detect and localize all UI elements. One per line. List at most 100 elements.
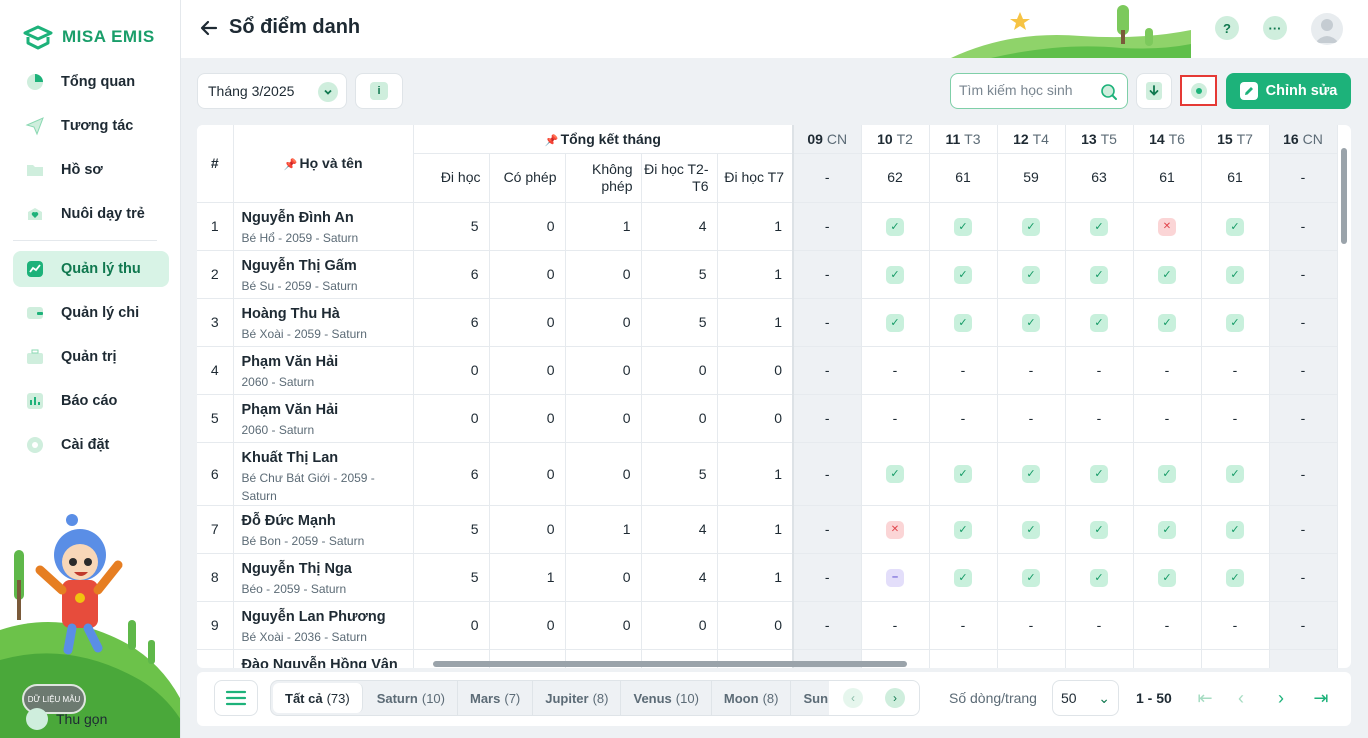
- attendance-cell[interactable]: -: [929, 346, 998, 395]
- download-button[interactable]: [1136, 73, 1172, 109]
- attendance-cell[interactable]: ✓: [1133, 250, 1202, 299]
- student-cell[interactable]: Nguyễn Lan Phương Bé Xoài - 2036 - Saturn: [233, 601, 414, 650]
- edit-button[interactable]: Chỉnh sửa: [1226, 73, 1351, 109]
- attendance-cell[interactable]: ✓: [929, 250, 998, 299]
- attendance-cell[interactable]: -: [1269, 553, 1338, 602]
- collapse-button[interactable]: Thu gọn: [26, 708, 107, 730]
- sidebar-item-9[interactable]: Cài đặt: [13, 427, 169, 463]
- chevron-left-icon[interactable]: ‹: [843, 688, 863, 708]
- attendance-cell[interactable]: -: [1201, 601, 1270, 650]
- col-name-header[interactable]: 📌 Họ và tên: [233, 125, 414, 203]
- table-row[interactable]: 6 Khuất Thị Lan Bé Chư Bát Giới - 2059 - S…: [197, 442, 1338, 506]
- chevron-right-icon[interactable]: ›: [885, 688, 905, 708]
- attendance-cell[interactable]: -: [1269, 298, 1338, 347]
- attendance-cell[interactable]: [997, 649, 1066, 668]
- attendance-cell[interactable]: ✓: [1133, 442, 1202, 506]
- attendance-cell[interactable]: [1269, 649, 1338, 668]
- attendance-cell[interactable]: -: [1269, 346, 1338, 395]
- summary-group-header[interactable]: 📌 Tổng kết tháng: [413, 125, 794, 154]
- table-row[interactable]: 10 Đào Nguyễn Hồng Vân: [197, 649, 1338, 668]
- sidebar-item-1[interactable]: Tổng quan: [13, 64, 169, 100]
- attendance-cell[interactable]: -: [861, 601, 930, 650]
- tab-class-2[interactable]: Saturn (10): [365, 681, 458, 715]
- attendance-cell[interactable]: –: [861, 553, 930, 602]
- attendance-cell[interactable]: ✓: [1201, 202, 1270, 251]
- attendance-cell[interactable]: -: [861, 346, 930, 395]
- sidebar-item-4[interactable]: Nuôi dạy trẻ: [13, 196, 169, 232]
- attendance-cell[interactable]: -: [793, 442, 862, 506]
- attendance-cell[interactable]: -: [793, 601, 862, 650]
- attendance-cell[interactable]: -: [861, 394, 930, 443]
- attendance-cell[interactable]: -: [793, 505, 862, 554]
- attendance-cell[interactable]: ✓: [1201, 250, 1270, 299]
- table-row[interactable]: 8 Nguyễn Thị Nga Béo - 2059 - Saturn 5 1 0 4 1-…: [197, 553, 1338, 602]
- attendance-cell[interactable]: ✓: [997, 298, 1066, 347]
- tab-class-1[interactable]: Tất cả (73): [273, 683, 363, 713]
- attendance-cell[interactable]: ✓: [1065, 505, 1134, 554]
- last-page-icon[interactable]: ⇥: [1313, 687, 1329, 708]
- attendance-cell[interactable]: ✓: [1065, 298, 1134, 347]
- table-row[interactable]: 9 Nguyễn Lan Phương Bé Xoài - 2036 - Satur…: [197, 601, 1338, 650]
- student-cell[interactable]: Nguyễn Thị Gấm Bé Su - 2059 - Saturn: [233, 250, 414, 299]
- attendance-cell[interactable]: ✓: [929, 298, 998, 347]
- attendance-cell[interactable]: -: [793, 394, 862, 443]
- attendance-cell[interactable]: ✓: [1065, 250, 1134, 299]
- attendance-cell[interactable]: -: [1133, 346, 1202, 395]
- menu-button[interactable]: [214, 680, 258, 716]
- attendance-cell[interactable]: -: [1065, 346, 1134, 395]
- back-arrow-icon[interactable]: [199, 18, 219, 38]
- logo[interactable]: MISA EMIS: [22, 24, 155, 50]
- attendance-cell[interactable]: ✓: [861, 202, 930, 251]
- table-row[interactable]: 4 Phạm Văn Hải 2060 - Saturn 0 0 0 0 0- - - - - - - -: [197, 346, 1338, 395]
- table-row[interactable]: 2 Nguyễn Thị Gấm Bé Su - 2059 - Saturn 6 0 0 5…: [197, 250, 1338, 299]
- attendance-cell[interactable]: -: [997, 394, 1066, 443]
- attendance-cell[interactable]: ✕: [1133, 202, 1202, 251]
- attendance-cell[interactable]: ✓: [929, 505, 998, 554]
- table-row[interactable]: 7 Đỗ Đức Mạnh Bé Bon - 2059 - Saturn 5 0 1 4 1-…: [197, 505, 1338, 554]
- tab-class-6[interactable]: Moon (8): [712, 681, 792, 715]
- prev-page-icon[interactable]: ‹: [1238, 687, 1244, 708]
- attendance-cell[interactable]: ✓: [997, 553, 1066, 602]
- table-row[interactable]: 3 Hoàng Thu Hà Bé Xoài - 2059 - Saturn 6 0 0 5…: [197, 298, 1338, 347]
- search-icon[interactable]: [1099, 82, 1119, 102]
- attendance-cell[interactable]: [1201, 649, 1270, 668]
- table-row[interactable]: 5 Phạm Văn Hải 2060 - Saturn 0 0 0 0 0- - - - - - - -: [197, 394, 1338, 443]
- attendance-cell[interactable]: ✓: [1133, 553, 1202, 602]
- sidebar-item-8[interactable]: Báo cáo: [13, 383, 169, 419]
- student-cell[interactable]: Đào Nguyễn Hồng Vân: [233, 649, 414, 668]
- attendance-cell[interactable]: ✓: [997, 202, 1066, 251]
- attendance-cell[interactable]: -: [1269, 505, 1338, 554]
- attendance-cell[interactable]: ✓: [1201, 442, 1270, 506]
- help-button[interactable]: ?: [1215, 16, 1239, 40]
- student-cell[interactable]: Phạm Văn Hải 2060 - Saturn: [233, 394, 414, 443]
- attendance-cell[interactable]: ✓: [929, 553, 998, 602]
- attendance-cell[interactable]: -: [1133, 601, 1202, 650]
- attendance-cell[interactable]: ✓: [861, 442, 930, 506]
- student-cell[interactable]: Phạm Văn Hải 2060 - Saturn: [233, 346, 414, 395]
- search-input[interactable]: [959, 74, 1099, 106]
- sidebar-item-2[interactable]: Tương tác: [13, 108, 169, 144]
- attendance-cell[interactable]: ✓: [1133, 505, 1202, 554]
- attendance-cell[interactable]: -: [929, 394, 998, 443]
- attendance-cell[interactable]: ✓: [1201, 505, 1270, 554]
- attendance-cell[interactable]: -: [1201, 346, 1270, 395]
- sidebar-item-3[interactable]: Hồ sơ: [13, 152, 169, 188]
- settings-button[interactable]: [1180, 75, 1217, 106]
- first-page-icon[interactable]: ⇤: [1197, 687, 1213, 708]
- attendance-cell[interactable]: -: [997, 601, 1066, 650]
- attendance-cell[interactable]: -: [1269, 394, 1338, 443]
- attendance-cell[interactable]: ✓: [1133, 298, 1202, 347]
- student-cell[interactable]: Hoàng Thu Hà Bé Xoài - 2059 - Saturn: [233, 298, 414, 347]
- sidebar-item-5[interactable]: Quản lý thu: [13, 251, 169, 287]
- attendance-cell[interactable]: [929, 649, 998, 668]
- attendance-cell[interactable]: ✓: [1201, 553, 1270, 602]
- attendance-cell[interactable]: -: [997, 346, 1066, 395]
- attendance-cell[interactable]: ✕: [861, 505, 930, 554]
- attendance-cell[interactable]: -: [1065, 601, 1134, 650]
- scroll-thumb[interactable]: [433, 661, 907, 667]
- attendance-cell[interactable]: [1133, 649, 1202, 668]
- table-row[interactable]: 1 Nguyễn Đình An Bé Hổ - 2059 - Saturn 5 0 1 4…: [197, 202, 1338, 251]
- student-cell[interactable]: Khuất Thị Lan Bé Chư Bát Giới - 2059 - Sa…: [233, 442, 414, 506]
- attendance-cell[interactable]: -: [793, 298, 862, 347]
- attendance-cell[interactable]: -: [793, 553, 862, 602]
